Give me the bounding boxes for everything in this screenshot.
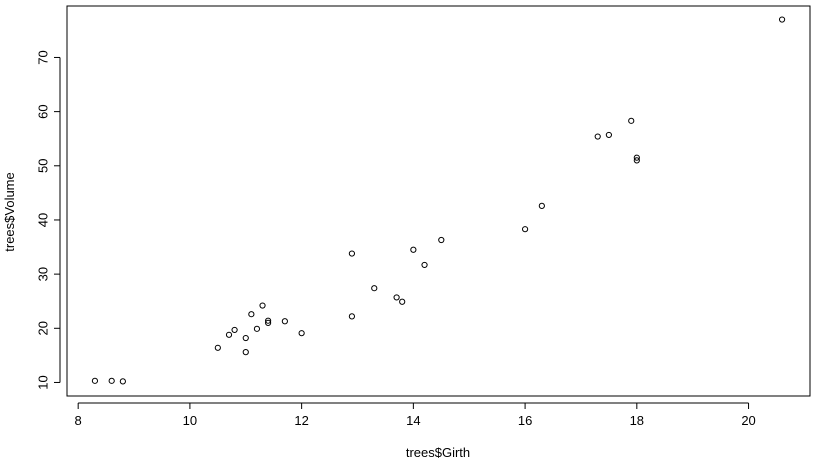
- data-point: [633, 157, 640, 164]
- x-tick-label: 8: [75, 413, 82, 428]
- data-point: [348, 313, 356, 320]
- y-tick-label: 60: [36, 104, 51, 118]
- y-tick-label: 50: [36, 159, 51, 173]
- data-point: [242, 349, 249, 356]
- data-point: [438, 236, 445, 244]
- data-point: [225, 331, 233, 338]
- data-point: [259, 302, 266, 309]
- x-tick-label: 12: [294, 413, 308, 428]
- x-tick-label: 10: [183, 413, 197, 428]
- data-point: [248, 311, 255, 318]
- data-point: [778, 16, 786, 23]
- data-point: [108, 377, 115, 384]
- data-point: [605, 131, 612, 139]
- data-point: [393, 294, 400, 301]
- y-tick-label: 10: [36, 375, 51, 389]
- data-point: [421, 261, 428, 269]
- x-tick-label: 16: [518, 413, 532, 428]
- data-point: [410, 246, 417, 253]
- data-point: [253, 325, 261, 332]
- data-point: [371, 285, 378, 292]
- data-point: [633, 154, 640, 161]
- data-point: [521, 226, 529, 233]
- data-points: [91, 16, 786, 385]
- data-point: [399, 298, 406, 305]
- y-tick-label: 40: [36, 213, 51, 227]
- y-tick-label: 20: [36, 321, 51, 335]
- data-point: [348, 250, 356, 257]
- data-point: [538, 202, 545, 209]
- data-point: [594, 133, 601, 140]
- data-point: [231, 326, 238, 334]
- x-tick-label: 20: [741, 413, 755, 428]
- data-point: [265, 317, 272, 324]
- plot-frame: [66, 5, 811, 397]
- y-tick-label: 70: [36, 50, 51, 64]
- data-point: [628, 117, 635, 124]
- x-tick-label: 18: [630, 413, 644, 428]
- data-point: [242, 334, 249, 342]
- data-point: [214, 344, 221, 351]
- y-tick-label: 30: [36, 267, 51, 281]
- data-point: [265, 319, 272, 326]
- data-point: [91, 377, 99, 384]
- x-tick-label: 14: [406, 413, 420, 428]
- y-axis-title: trees$Volume: [2, 172, 17, 252]
- data-point: [281, 318, 288, 325]
- data-point: [119, 378, 126, 385]
- axes: 8 10 12 14 16 18 20 10 20 30 40 50 60 70: [36, 5, 811, 428]
- data-point: [298, 330, 305, 337]
- x-axis-title: trees$Girth: [406, 445, 470, 460]
